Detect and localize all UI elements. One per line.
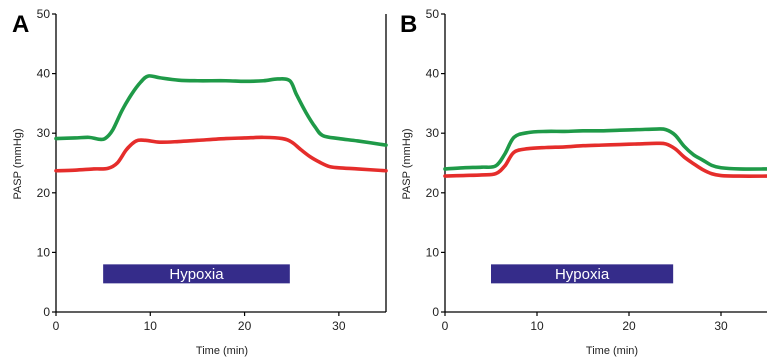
panel-a-y-tick-label: 30 (37, 126, 51, 140)
panel-b-y-tick-label: 40 (426, 67, 440, 81)
panel-a: A PASP (mmHg) Time (min) 0 10 20 30 40 50 0 10 2… (12, 7, 388, 357)
panel-b-series-line-2 (443, 141, 767, 178)
panel-b-series-line-1 (443, 127, 767, 171)
panel-a-y-tick-label: 20 (37, 186, 51, 200)
panel-b-letter: B (400, 11, 417, 38)
panel-a-hypoxia-band (103, 264, 290, 284)
panel-b-x-tick-label: 10 (530, 319, 544, 333)
panel-a-x-tick-label: 0 (53, 319, 60, 333)
panel-a-series-line-2 (54, 135, 388, 173)
panel-b-x-tick-label: 30 (714, 319, 728, 333)
panel-a-x-axis-title: Time (min) (196, 345, 248, 357)
panel-a-y-tick-label: 40 (37, 67, 51, 81)
panel-b-hypoxia-label: Hypoxia (555, 266, 610, 283)
panel-b: B PASP (mmHg) Time (min) 0 10 20 30 40 50 0 10 2… (400, 7, 767, 357)
panel-a-y-axis-title: PASP (mmHg) (12, 128, 24, 199)
panel-b-plot: 0 10 20 30 40 50 0 10 20 30 Hypoxia (426, 7, 767, 333)
panel-b-y-tick-label: 10 (426, 245, 440, 259)
panel-a-x-tick-label: 10 (144, 319, 158, 333)
panel-a-y-tick-label: 0 (43, 305, 50, 319)
panel-a-y-tick-label: 10 (37, 245, 51, 259)
panel-a-series-line-1 (54, 74, 388, 147)
panel-b-hypoxia-band (491, 264, 674, 284)
panel-b-x-axis-title: Time (min) (586, 345, 638, 357)
panel-a-plot: 0 10 20 30 40 50 0 10 20 30 Hypoxia (37, 7, 388, 333)
panel-b-x-tick-label: 20 (622, 319, 636, 333)
panel-a-hypoxia-label: Hypoxia (169, 266, 224, 283)
panel-b-y-tick-label: 0 (432, 305, 439, 319)
panel-a-x-tick-label: 30 (332, 319, 346, 333)
panel-a-x-tick-label: 20 (238, 319, 252, 333)
panel-b-x-tick-label: 0 (442, 319, 449, 333)
panel-b-y-axis-title: PASP (mmHg) (401, 128, 413, 199)
panel-b-y-tick-label: 30 (426, 126, 440, 140)
panel-a-y-tick-label: 50 (37, 7, 51, 21)
panel-a-letter: A (12, 11, 29, 38)
panel-b-y-tick-label: 20 (426, 186, 440, 200)
panel-b-y-tick-label: 50 (426, 7, 440, 21)
